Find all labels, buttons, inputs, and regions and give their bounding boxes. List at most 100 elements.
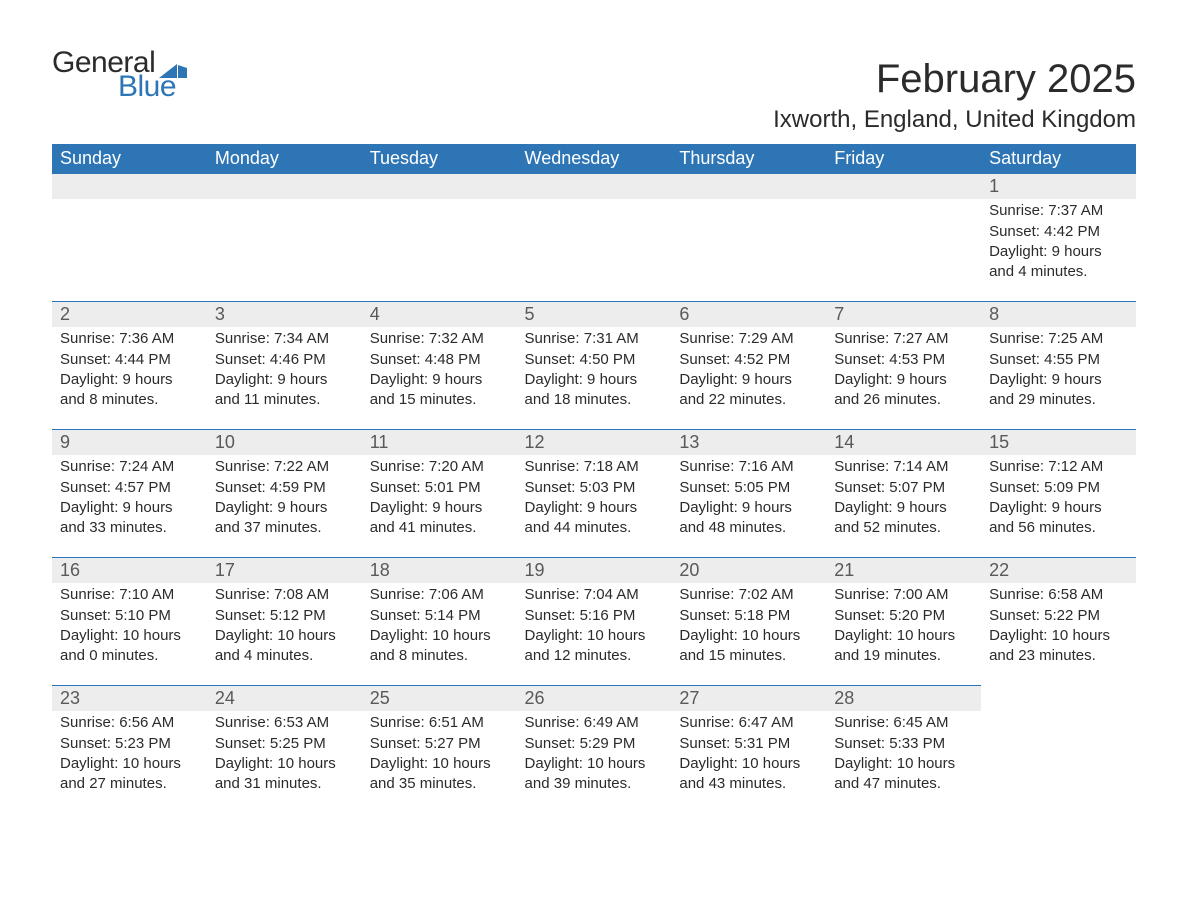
logo-text-blue: Blue <box>118 72 187 102</box>
day-number: 21 <box>826 558 981 583</box>
day-number: 9 <box>52 430 207 455</box>
day-number: 5 <box>517 302 672 327</box>
day-details: Sunrise: 7:24 AMSunset: 4:57 PMDaylight:… <box>52 455 207 546</box>
empty-day-cell <box>981 686 1136 814</box>
day-details: Sunrise: 7:29 AMSunset: 4:52 PMDaylight:… <box>671 327 826 418</box>
day-cell: 20Sunrise: 7:02 AMSunset: 5:18 PMDayligh… <box>671 558 826 686</box>
day-details: Sunrise: 7:22 AMSunset: 4:59 PMDaylight:… <box>207 455 362 546</box>
weekday-header: Friday <box>826 144 981 174</box>
day-number: 26 <box>517 686 672 711</box>
week-row: 23Sunrise: 6:56 AMSunset: 5:23 PMDayligh… <box>52 686 1136 814</box>
day-number: 7 <box>826 302 981 327</box>
day-number: 1 <box>981 174 1136 199</box>
day-cell: 1Sunrise: 7:37 AMSunset: 4:42 PMDaylight… <box>981 174 1136 302</box>
day-number: 20 <box>671 558 826 583</box>
day-number: 25 <box>362 686 517 711</box>
logo: General Blue <box>52 48 187 102</box>
day-cell: 25Sunrise: 6:51 AMSunset: 5:27 PMDayligh… <box>362 686 517 814</box>
day-details: Sunrise: 7:27 AMSunset: 4:53 PMDaylight:… <box>826 327 981 418</box>
week-row: 1Sunrise: 7:37 AMSunset: 4:42 PMDaylight… <box>52 174 1136 302</box>
weekday-header: Saturday <box>981 144 1136 174</box>
day-cell: 28Sunrise: 6:45 AMSunset: 5:33 PMDayligh… <box>826 686 981 814</box>
header: General Blue February 2025 <box>52 48 1136 102</box>
day-number: 19 <box>517 558 672 583</box>
empty-day-bar <box>826 174 981 199</box>
day-cell: 22Sunrise: 6:58 AMSunset: 5:22 PMDayligh… <box>981 558 1136 686</box>
day-number: 11 <box>362 430 517 455</box>
day-details: Sunrise: 7:06 AMSunset: 5:14 PMDaylight:… <box>362 583 517 674</box>
day-cell: 2Sunrise: 7:36 AMSunset: 4:44 PMDaylight… <box>52 302 207 430</box>
day-cell: 16Sunrise: 7:10 AMSunset: 5:10 PMDayligh… <box>52 558 207 686</box>
empty-day-cell <box>52 174 207 302</box>
day-number: 23 <box>52 686 207 711</box>
day-number: 17 <box>207 558 362 583</box>
day-cell: 21Sunrise: 7:00 AMSunset: 5:20 PMDayligh… <box>826 558 981 686</box>
day-details: Sunrise: 7:00 AMSunset: 5:20 PMDaylight:… <box>826 583 981 674</box>
calendar-table: SundayMondayTuesdayWednesdayThursdayFrid… <box>52 144 1136 814</box>
week-row: 9Sunrise: 7:24 AMSunset: 4:57 PMDaylight… <box>52 430 1136 558</box>
day-cell: 14Sunrise: 7:14 AMSunset: 5:07 PMDayligh… <box>826 430 981 558</box>
empty-day-cell <box>517 174 672 302</box>
empty-day-bar <box>362 174 517 199</box>
day-cell: 7Sunrise: 7:27 AMSunset: 4:53 PMDaylight… <box>826 302 981 430</box>
day-details: Sunrise: 7:02 AMSunset: 5:18 PMDaylight:… <box>671 583 826 674</box>
empty-day-bar <box>207 174 362 199</box>
page-title: February 2025 <box>876 57 1136 102</box>
day-number: 27 <box>671 686 826 711</box>
empty-day-bar <box>671 174 826 199</box>
day-details: Sunrise: 6:51 AMSunset: 5:27 PMDaylight:… <box>362 711 517 802</box>
day-number: 15 <box>981 430 1136 455</box>
day-details: Sunrise: 7:25 AMSunset: 4:55 PMDaylight:… <box>981 327 1136 418</box>
empty-day-bar <box>52 174 207 199</box>
day-details: Sunrise: 7:34 AMSunset: 4:46 PMDaylight:… <box>207 327 362 418</box>
week-row: 2Sunrise: 7:36 AMSunset: 4:44 PMDaylight… <box>52 302 1136 430</box>
weekday-header-row: SundayMondayTuesdayWednesdayThursdayFrid… <box>52 144 1136 174</box>
weekday-header: Wednesday <box>517 144 672 174</box>
day-cell: 13Sunrise: 7:16 AMSunset: 5:05 PMDayligh… <box>671 430 826 558</box>
day-number: 8 <box>981 302 1136 327</box>
day-number: 24 <box>207 686 362 711</box>
day-number: 10 <box>207 430 362 455</box>
weekday-header: Sunday <box>52 144 207 174</box>
day-cell: 26Sunrise: 6:49 AMSunset: 5:29 PMDayligh… <box>517 686 672 814</box>
weekday-header: Thursday <box>671 144 826 174</box>
day-details: Sunrise: 7:12 AMSunset: 5:09 PMDaylight:… <box>981 455 1136 546</box>
empty-day-cell <box>362 174 517 302</box>
day-cell: 10Sunrise: 7:22 AMSunset: 4:59 PMDayligh… <box>207 430 362 558</box>
day-cell: 24Sunrise: 6:53 AMSunset: 5:25 PMDayligh… <box>207 686 362 814</box>
week-row: 16Sunrise: 7:10 AMSunset: 5:10 PMDayligh… <box>52 558 1136 686</box>
day-details: Sunrise: 7:32 AMSunset: 4:48 PMDaylight:… <box>362 327 517 418</box>
day-details: Sunrise: 7:10 AMSunset: 5:10 PMDaylight:… <box>52 583 207 674</box>
day-details: Sunrise: 7:08 AMSunset: 5:12 PMDaylight:… <box>207 583 362 674</box>
day-details: Sunrise: 6:53 AMSunset: 5:25 PMDaylight:… <box>207 711 362 802</box>
day-cell: 5Sunrise: 7:31 AMSunset: 4:50 PMDaylight… <box>517 302 672 430</box>
day-number: 2 <box>52 302 207 327</box>
day-number: 4 <box>362 302 517 327</box>
day-details: Sunrise: 7:20 AMSunset: 5:01 PMDaylight:… <box>362 455 517 546</box>
day-number: 3 <box>207 302 362 327</box>
day-number: 6 <box>671 302 826 327</box>
weekday-header: Tuesday <box>362 144 517 174</box>
day-number: 13 <box>671 430 826 455</box>
day-number: 16 <box>52 558 207 583</box>
day-details: Sunrise: 7:37 AMSunset: 4:42 PMDaylight:… <box>981 199 1136 290</box>
location-subtitle: Ixworth, England, United Kingdom <box>52 106 1136 134</box>
day-number: 14 <box>826 430 981 455</box>
day-cell: 4Sunrise: 7:32 AMSunset: 4:48 PMDaylight… <box>362 302 517 430</box>
day-details: Sunrise: 7:04 AMSunset: 5:16 PMDaylight:… <box>517 583 672 674</box>
day-details: Sunrise: 7:18 AMSunset: 5:03 PMDaylight:… <box>517 455 672 546</box>
day-cell: 19Sunrise: 7:04 AMSunset: 5:16 PMDayligh… <box>517 558 672 686</box>
day-cell: 6Sunrise: 7:29 AMSunset: 4:52 PMDaylight… <box>671 302 826 430</box>
day-number: 18 <box>362 558 517 583</box>
empty-day-cell <box>671 174 826 302</box>
day-details: Sunrise: 6:49 AMSunset: 5:29 PMDaylight:… <box>517 711 672 802</box>
day-details: Sunrise: 7:36 AMSunset: 4:44 PMDaylight:… <box>52 327 207 418</box>
day-cell: 11Sunrise: 7:20 AMSunset: 5:01 PMDayligh… <box>362 430 517 558</box>
day-cell: 23Sunrise: 6:56 AMSunset: 5:23 PMDayligh… <box>52 686 207 814</box>
day-details: Sunrise: 6:47 AMSunset: 5:31 PMDaylight:… <box>671 711 826 802</box>
day-cell: 9Sunrise: 7:24 AMSunset: 4:57 PMDaylight… <box>52 430 207 558</box>
day-details: Sunrise: 6:58 AMSunset: 5:22 PMDaylight:… <box>981 583 1136 674</box>
weekday-header: Monday <box>207 144 362 174</box>
day-details: Sunrise: 6:56 AMSunset: 5:23 PMDaylight:… <box>52 711 207 802</box>
day-details: Sunrise: 7:14 AMSunset: 5:07 PMDaylight:… <box>826 455 981 546</box>
